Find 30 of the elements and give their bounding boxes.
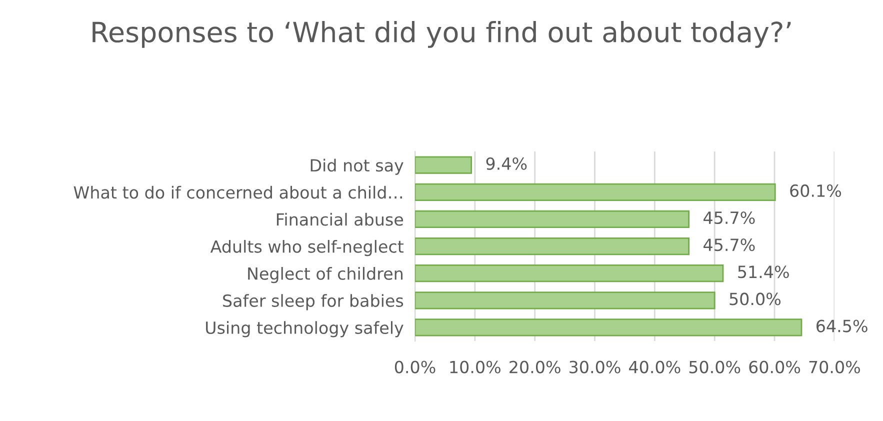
x-tick-label: 0.0% [394, 360, 436, 374]
y-tick-label: Neglect of children [248, 267, 402, 284]
y-tick-label: What to do if concerned about a child… [74, 186, 402, 199]
y-tick-label: Did not say [310, 158, 404, 175]
bar [415, 156, 472, 174]
y-tick-label: Safer sleep for babies [223, 294, 404, 310]
y-tick-label: Using technology safely [206, 321, 404, 338]
data-label: 60.1% [790, 184, 842, 197]
x-tick-label: 60.0% [749, 360, 800, 374]
chart-title: Responses to ‘What did you find out about today?’ [92, 21, 791, 48]
x-tick-label: 30.0% [570, 360, 620, 374]
data-label: 45.7% [704, 238, 755, 252]
bar [415, 264, 724, 282]
bar [415, 183, 776, 201]
bar [415, 318, 802, 336]
data-label: 51.4% [738, 266, 789, 278]
y-tick-label: Adults who self-neglect [210, 240, 404, 256]
x-tick-label: 40.0% [629, 360, 680, 374]
y-tick-label: Financial abuse [276, 212, 404, 226]
bar [415, 292, 716, 310]
x-tick-label: 70.0% [809, 360, 860, 374]
x-tick-label: 20.0% [510, 360, 560, 374]
x-tick-label: 50.0% [689, 360, 740, 374]
data-label: 64.5% [816, 320, 868, 332]
bar [415, 210, 690, 228]
bar [415, 237, 690, 256]
data-label: 9.4% [486, 157, 527, 170]
data-label: 50.0% [730, 292, 781, 306]
data-label: 45.7% [704, 211, 755, 224]
x-tick-label: 10.0% [450, 360, 500, 374]
